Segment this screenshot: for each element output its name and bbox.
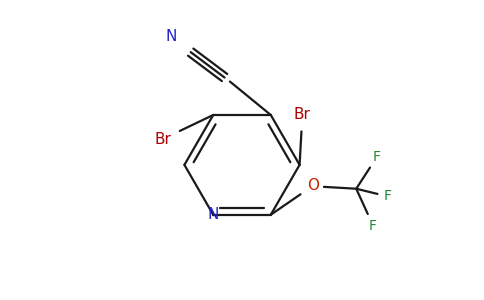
Text: F: F	[384, 189, 392, 203]
Text: N: N	[166, 29, 177, 44]
Text: Br: Br	[154, 132, 171, 147]
Text: O: O	[307, 178, 319, 193]
Text: N: N	[208, 207, 219, 222]
Text: F: F	[373, 150, 381, 164]
Text: F: F	[369, 219, 377, 233]
Text: Br: Br	[293, 107, 310, 122]
